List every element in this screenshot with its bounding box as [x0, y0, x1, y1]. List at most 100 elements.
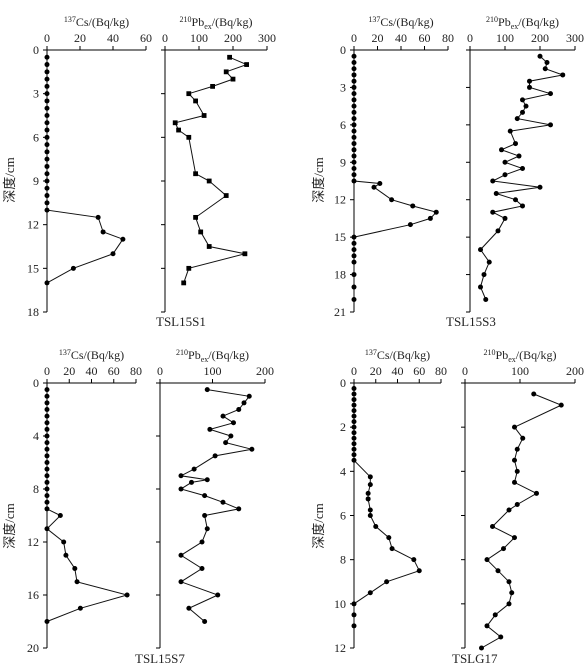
data-point — [44, 156, 50, 162]
data-point — [44, 185, 50, 191]
data-point — [223, 69, 229, 75]
data-point — [514, 446, 520, 452]
x-tick-label: 0 — [44, 31, 50, 45]
data-point — [483, 297, 489, 303]
data-point — [193, 98, 198, 104]
data-point — [351, 172, 357, 178]
panel-tsl15s7: 深度/cm 0 20 40 60 80 0 4 8 12 16 20 137Cs/(Bq/kg) 0 1… — [2, 348, 274, 666]
data-point — [520, 203, 525, 209]
data-point — [351, 97, 357, 103]
data-point — [44, 83, 50, 89]
data-point — [351, 402, 357, 408]
data-point — [520, 97, 525, 103]
data-point — [502, 215, 508, 221]
data-point — [223, 193, 229, 198]
data-point — [384, 579, 390, 585]
data-point — [44, 387, 50, 393]
y-tick-label: 9 — [33, 174, 39, 188]
data-point — [365, 490, 371, 496]
data-point — [548, 122, 553, 128]
data-point — [506, 507, 512, 513]
data-point — [44, 134, 50, 140]
y-tick-label: 0 — [340, 376, 346, 390]
data-point — [186, 134, 192, 140]
cs137-plot: 0 20 40 60 80 0 3 6 9 12 15 18 21 137Cs/(Bq/kg) — [334, 15, 454, 319]
data-point — [186, 91, 192, 97]
data-point — [416, 568, 422, 574]
y-tick-label: 0 — [340, 43, 346, 57]
x-tick-label: 0 — [351, 31, 357, 45]
data-point — [191, 466, 197, 472]
data-point — [351, 259, 357, 265]
data-point — [490, 209, 496, 215]
y-tick-label: 15 — [27, 261, 39, 275]
data-point — [351, 272, 357, 278]
data-point — [236, 407, 242, 412]
y-tick-label: 6 — [340, 118, 346, 132]
x-tick-label: 20 — [370, 364, 382, 378]
pb210-plot: 0 100 200 300 210Pbex/(Bq/kg) — [161, 15, 276, 313]
data-point — [44, 426, 50, 432]
x-tick-label: 200 — [566, 364, 584, 378]
data-point — [189, 479, 194, 485]
data-point — [512, 424, 517, 430]
data-point — [351, 166, 357, 172]
pb210-plot: 0 100 200 210Pbex/(Bq/kg) — [156, 348, 274, 649]
data-point — [193, 214, 198, 220]
data-point — [199, 566, 205, 571]
x-tick-label: 300 — [258, 31, 276, 45]
data-point — [484, 623, 490, 629]
data-point — [220, 499, 226, 505]
data-point — [386, 535, 392, 541]
y-tick-label: 18 — [334, 268, 346, 282]
data-point — [427, 215, 433, 221]
panel-tsl15s3: 深度/cm 0 20 40 60 80 0 3 6 9 12 15 18 21 137Cs/(Bq/kg)… — [311, 15, 584, 329]
x-tick-label: 60 — [140, 31, 152, 45]
data-point — [351, 153, 357, 159]
x-tick-label: 60 — [419, 31, 431, 45]
data-point — [44, 91, 50, 97]
data-point — [44, 440, 50, 446]
data-point — [520, 109, 525, 115]
data-point — [61, 539, 67, 545]
x-tick-label: 200 — [531, 31, 549, 45]
data-point — [202, 513, 208, 518]
data-point — [367, 507, 373, 513]
y-tick-label: 16 — [27, 588, 39, 602]
data-point — [44, 493, 50, 499]
data-point — [70, 265, 76, 271]
x-tick-label: 40 — [395, 31, 407, 45]
data-point — [207, 426, 213, 432]
data-point — [351, 253, 357, 259]
data-point — [242, 251, 248, 257]
series-line — [46, 389, 129, 622]
data-point — [492, 612, 498, 618]
x-tick-label: 0 — [467, 31, 473, 45]
cs137-plot: 0 20 40 60 80 0 4 8 12 16 20 137Cs/(Bq/kg) — [27, 348, 142, 655]
data-point — [44, 76, 50, 82]
data-point — [506, 601, 512, 607]
data-point — [351, 141, 357, 147]
data-point — [206, 178, 212, 184]
data-point — [548, 91, 553, 97]
data-point — [558, 402, 564, 408]
x-tick-label: 0 — [351, 364, 357, 378]
site-label: TSL15S7 — [135, 651, 185, 666]
data-point — [351, 116, 357, 122]
data-point — [44, 446, 50, 452]
x-tick-label: 100 — [204, 364, 222, 378]
series-line — [353, 388, 421, 626]
y-tick-label: 12 — [334, 641, 346, 655]
data-point — [410, 203, 416, 209]
y-tick-label: 8 — [340, 553, 346, 567]
data-point — [249, 446, 255, 452]
data-point — [110, 251, 116, 257]
data-point — [44, 413, 50, 419]
y-tick-label: 12 — [334, 193, 346, 207]
data-point — [178, 552, 184, 558]
x-tick-label: 300 — [566, 31, 584, 45]
x-tick-label: 80 — [130, 364, 142, 378]
data-point — [351, 297, 357, 303]
data-point — [44, 69, 50, 75]
